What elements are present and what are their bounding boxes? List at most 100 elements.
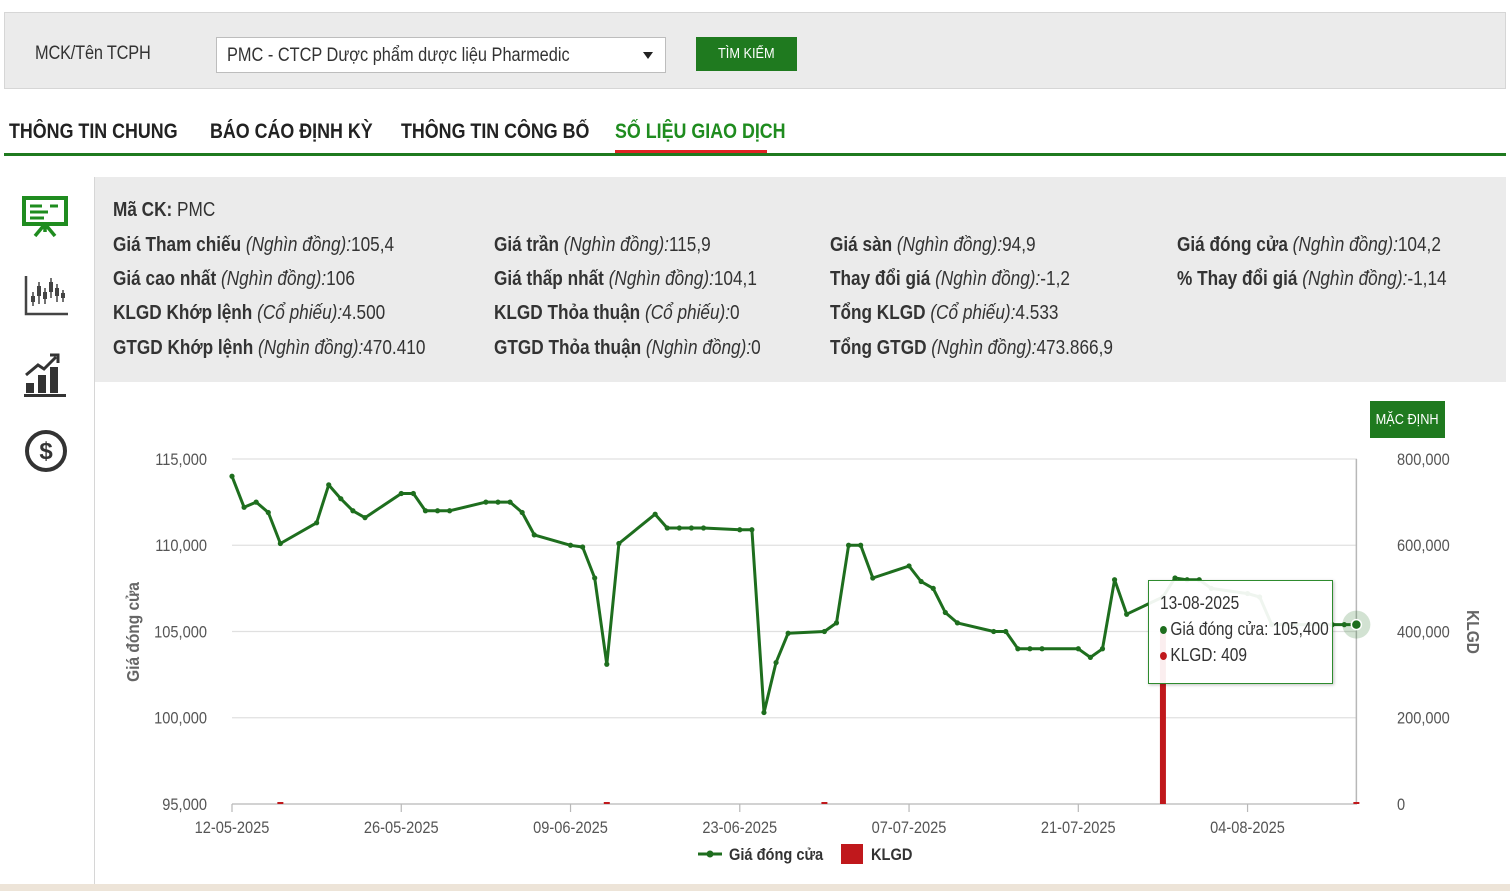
- price-point: [1099, 646, 1106, 652]
- dollar-coin-icon[interactable]: $: [20, 427, 72, 479]
- price-point: [1027, 646, 1033, 652]
- price-point: [241, 504, 247, 510]
- total-value-info: Tổng GTGD (Nghìn đồng):473.866,9: [830, 337, 1113, 359]
- price-point: [434, 508, 441, 514]
- price-point: [580, 544, 586, 550]
- ceiling-price-info: Giá trần (Nghìn đồng):115,9: [494, 234, 711, 256]
- match-value-info: GTGD Khớp lệnh (Nghìn đồng):470.410: [113, 337, 426, 359]
- footer-strip: [0, 884, 1510, 891]
- y2-tick-label: 200,000: [1397, 710, 1450, 728]
- tooltip-volume-label: KLGD:: [1170, 645, 1217, 665]
- search-bar: MCK/Tên TCPH PMC - CTCP Dược phẩm dược l…: [4, 12, 1506, 89]
- price-point: [495, 499, 501, 505]
- price-change-info: Thay đổi giá (Nghìn đồng):-1,2: [830, 268, 1070, 290]
- price-point: [277, 540, 283, 547]
- volume-bar: [603, 802, 610, 804]
- legend-volume-label: KLGD: [871, 846, 912, 864]
- price-point: [845, 542, 852, 548]
- price-point: [350, 508, 356, 514]
- y-tick-label: 95,000: [162, 796, 207, 814]
- tab-disclosures[interactable]: THÔNG TIN CÔNG BỐ: [401, 120, 590, 143]
- price-point: [688, 525, 695, 531]
- price-point: [1087, 654, 1093, 660]
- company-select[interactable]: PMC - CTCP Dược phẩm dược liệu Pharmedic: [216, 37, 666, 73]
- price-point: [398, 490, 404, 497]
- price-point: [616, 540, 622, 547]
- y-tick-label: 105,000: [154, 624, 207, 642]
- price-point: [567, 542, 574, 548]
- price-point: [930, 585, 936, 591]
- y2-tick-label: 600,000: [1397, 537, 1450, 555]
- price-point: [1039, 646, 1045, 652]
- low-price-info: Giá thấp nhất (Nghìn đồng):104,1: [494, 268, 757, 290]
- price-point: [253, 499, 259, 505]
- price-point: [447, 508, 453, 514]
- dropdown-arrow-icon[interactable]: [643, 52, 653, 59]
- price-point: [362, 515, 368, 521]
- hover-point: [1350, 618, 1363, 631]
- price-point: [592, 575, 598, 581]
- price-point: [604, 661, 610, 667]
- bar-growth-chart-icon[interactable]: [20, 349, 72, 401]
- price-point: [483, 499, 489, 505]
- tab-periodic-reports[interactable]: BÁO CÁO ĐỊNH KỲ: [210, 120, 373, 143]
- price-point: [737, 527, 743, 533]
- x-tick-label: 07-07-2025: [872, 819, 947, 837]
- tooltip-close-label: Giá đóng cửa:: [1170, 619, 1269, 639]
- tab-general-info[interactable]: THÔNG TIN CHUNG: [9, 120, 178, 143]
- x-tick-label: 26-05-2025: [364, 819, 439, 837]
- price-point: [326, 482, 332, 488]
- tooltip-close-row: Giá đóng cửa: 105,400: [1160, 619, 1329, 640]
- price-point: [700, 525, 707, 531]
- price-point: [265, 509, 271, 516]
- floor-price-info: Giá sàn (Nghìn đồng):94,9: [830, 234, 1036, 256]
- svg-text:$: $: [39, 438, 53, 465]
- close-price-info: Giá đóng cửa (Nghìn đồng):104,2: [1177, 234, 1441, 256]
- tab-bar: THÔNG TIN CHUNG BÁO CÁO ĐỊNH KỲ THÔNG TI…: [4, 112, 1506, 156]
- y2-tick-label: 800,000: [1397, 451, 1450, 469]
- tooltip-close-value: 105,400: [1272, 619, 1329, 639]
- price-point: [858, 542, 864, 548]
- tooltip-volume-value: 409: [1221, 645, 1247, 665]
- volume-bar: [277, 802, 284, 804]
- y-tick-label: 110,000: [155, 537, 207, 555]
- price-point: [942, 609, 948, 616]
- price-point: [1075, 646, 1081, 652]
- price-point: [761, 709, 767, 716]
- price-point: [652, 511, 658, 517]
- price-point: [1015, 646, 1021, 652]
- price-point: [821, 628, 828, 635]
- price-point: [422, 508, 429, 514]
- x-tick-label: 04-08-2025: [1210, 819, 1285, 837]
- tooltip-date: 13-08-2025: [1160, 593, 1240, 613]
- price-point: [1172, 575, 1178, 581]
- high-price-info: Giá cao nhất (Nghìn đồng):106: [113, 268, 355, 290]
- search-button-label: TÌM KIẾM: [718, 45, 775, 62]
- price-point: [991, 628, 997, 635]
- y-tick-label: 100,000: [154, 710, 207, 728]
- legend-price-dot-icon: [706, 850, 714, 858]
- price-point: [749, 527, 755, 533]
- x-tick-label: 23-06-2025: [702, 819, 777, 837]
- legend-volume-swatch-icon: [841, 844, 863, 864]
- volume-series-dot-icon: [1160, 652, 1167, 661]
- chart-panel: MẶC ĐỊNH 115,000 800,000 110,000 600,000 105…: [94, 382, 1506, 891]
- candlestick-chart-icon[interactable]: [20, 270, 72, 322]
- active-tab-indicator: [615, 150, 767, 153]
- presentation-board-icon[interactable]: [20, 192, 72, 244]
- default-view-button[interactable]: MẶC ĐỊNH: [1370, 401, 1445, 438]
- price-point: [531, 532, 537, 538]
- company-select-value: PMC - CTCP Dược phẩm dược liệu Pharmedic: [227, 45, 570, 66]
- volume-bar: [1353, 802, 1360, 804]
- y2-axis-title: KLGD: [1463, 610, 1483, 654]
- price-point: [229, 473, 235, 479]
- x-tick-label: 21-07-2025: [1041, 819, 1116, 837]
- search-button[interactable]: TÌM KIẾM: [696, 37, 797, 71]
- search-label: MCK/Tên TCPH: [35, 43, 151, 64]
- price-point: [918, 578, 924, 585]
- volume-bar: [1159, 631, 1166, 804]
- tab-trading-data[interactable]: SỐ LIỆU GIAO DỊCH: [615, 120, 786, 143]
- y2-tick-label: 0: [1397, 796, 1405, 814]
- x-tick-label: 09-06-2025: [533, 819, 608, 837]
- deal-value-info: GTGD Thỏa thuận (Nghìn đồng):0: [494, 337, 761, 359]
